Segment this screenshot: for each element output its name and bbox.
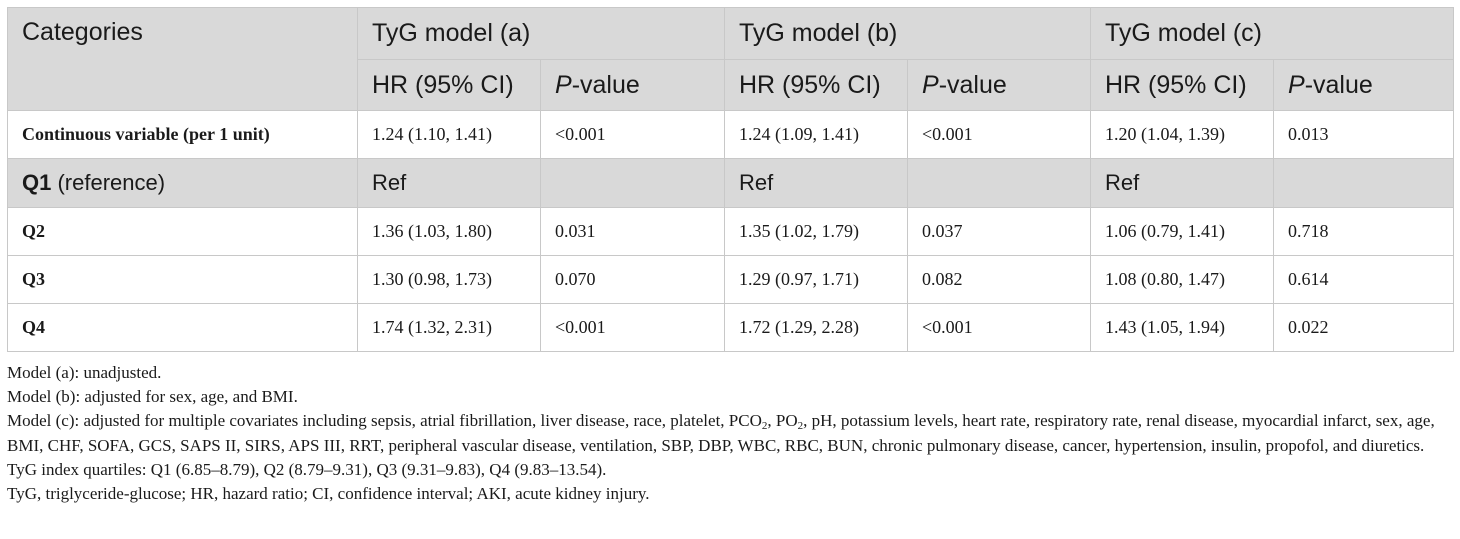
table-row: Q3 1.30 (0.98, 1.73) 0.070 1.29 (0.97, 1… (7, 255, 1455, 304)
footnote-model-c: Model (c): adjusted for multiple covaria… (7, 411, 1435, 455)
cell-hr-c: 1.08 (0.80, 1.47) (1090, 255, 1274, 304)
header-row-stats: HR (95% CI) P-value HR (95% CI) P-value … (8, 59, 1455, 111)
cell-p-b: <0.001 (907, 110, 1091, 159)
header-hr-a: HR (95% CI) (357, 59, 541, 111)
footnote-model-b: Model (b): adjusted for sex, age, and BM… (7, 387, 298, 407)
cell-p-c: 0.718 (1272, 207, 1455, 256)
cell-p-c: 0.614 (1272, 255, 1455, 304)
cell-p-a: <0.001 (540, 110, 725, 159)
header-p-c: P-value (1272, 59, 1455, 111)
footnote-model-a: Model (a): unadjusted. (7, 363, 162, 382)
table-row: Q2 1.36 (1.03, 1.80) 0.031 1.35 (1.02, 1… (7, 207, 1455, 256)
cell-hr-a: 1.30 (0.98, 1.73) (357, 255, 541, 304)
cell-p-c: 0.013 (1272, 110, 1455, 159)
cell-hr-c: 1.20 (1.04, 1.39) (1090, 110, 1274, 159)
cell-hr-b: 1.24 (1.09, 1.41) (724, 110, 908, 159)
row-label: Continuous variable (per 1 unit) (7, 110, 358, 159)
cell-p-b: 0.082 (907, 255, 1091, 304)
cell-hr-b: 1.35 (1.02, 1.79) (724, 207, 908, 256)
cell-p-b: <0.001 (907, 303, 1091, 352)
cell-p-b: 0.037 (907, 207, 1091, 256)
table-footnotes: Model (a): unadjusted. Model (b): adjust… (7, 361, 1453, 506)
header-model-b: TyG model (b) (724, 7, 1091, 60)
cell-p-a: <0.001 (540, 303, 725, 352)
table-row: Q4 1.74 (1.32, 2.31) <0.001 1.72 (1.29, … (7, 303, 1455, 352)
header-p-a: P-value (540, 59, 725, 111)
header-row-models: Categories TyG model (a) TyG model (b) T… (7, 7, 1455, 111)
cell-p-a: 0.031 (540, 207, 725, 256)
cell-p-b (907, 158, 1091, 208)
row-label: Q4 (7, 303, 358, 352)
cell-p-a: 0.070 (540, 255, 725, 304)
cell-hr-a: Ref (357, 158, 541, 208)
cell-hr-a: 1.74 (1.32, 2.31) (357, 303, 541, 352)
cell-hr-c: 1.06 (0.79, 1.41) (1090, 207, 1274, 256)
header-model-a: TyG model (a) (357, 7, 725, 60)
cell-hr-c: 1.43 (1.05, 1.94) (1090, 303, 1274, 352)
footnote-quartiles: TyG index quartiles: Q1 (6.85–8.79), Q2 … (7, 459, 607, 479)
cell-hr-c: Ref (1090, 158, 1274, 208)
cell-p-a (540, 158, 725, 208)
cell-hr-b: 1.29 (0.97, 1.71) (724, 255, 908, 304)
cell-p-c (1272, 158, 1455, 208)
header-hr-c: HR (95% CI) (1090, 59, 1274, 111)
hazard-ratio-table: Categories TyG model (a) TyG model (b) T… (7, 7, 1455, 352)
table-row: Continuous variable (per 1 unit) 1.24 (1… (7, 110, 1455, 159)
table-row-reference: Q1 (reference) Ref Ref Ref (7, 158, 1455, 208)
header-categories: Categories (7, 7, 358, 111)
row-label: Q1 (reference) (7, 158, 358, 208)
footnote-abbreviations: TyG, triglyceride-glucose; HR, hazard ra… (7, 484, 650, 504)
header-model-c: TyG model (c) (1089, 7, 1455, 60)
table-container: Categories TyG model (a) TyG model (b) T… (7, 7, 1455, 352)
cell-hr-b: Ref (724, 158, 908, 208)
header-hr-b: HR (95% CI) (724, 59, 908, 111)
cell-p-c: 0.022 (1272, 303, 1455, 352)
cell-hr-a: 1.36 (1.03, 1.80) (357, 207, 541, 256)
row-label: Q2 (7, 207, 358, 256)
row-label: Q3 (7, 255, 358, 304)
cell-hr-b: 1.72 (1.29, 2.28) (724, 303, 908, 352)
header-p-b: P-value (907, 59, 1091, 111)
cell-hr-a: 1.24 (1.10, 1.41) (357, 110, 541, 159)
